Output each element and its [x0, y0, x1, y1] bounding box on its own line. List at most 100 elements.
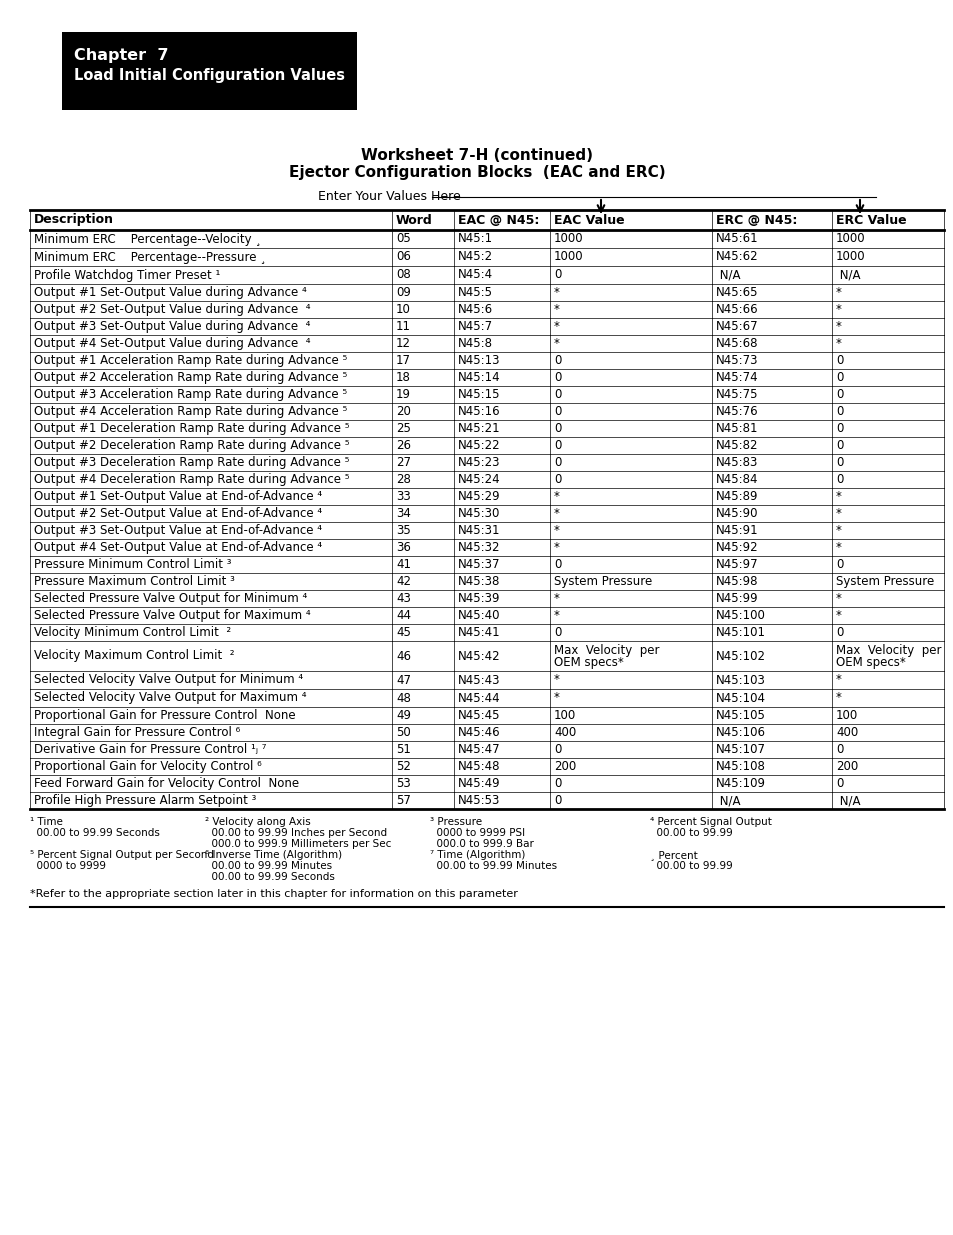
Text: N45:44: N45:44: [457, 692, 500, 704]
Text: N45:61: N45:61: [716, 232, 758, 246]
Text: 51: 51: [395, 743, 411, 756]
Text: *: *: [835, 524, 841, 537]
Text: ¹ Time: ¹ Time: [30, 818, 63, 827]
Text: ⁷ Time (Algorithm): ⁷ Time (Algorithm): [430, 850, 525, 860]
Text: 05: 05: [395, 232, 411, 246]
Text: N45:13: N45:13: [457, 354, 500, 367]
Text: N45:84: N45:84: [716, 473, 758, 487]
Text: 08: 08: [395, 268, 411, 282]
FancyBboxPatch shape: [62, 32, 356, 110]
Text: Output #3 Acceleration Ramp Rate during Advance ⁵: Output #3 Acceleration Ramp Rate during …: [34, 388, 347, 401]
Text: Output #2 Deceleration Ramp Rate during Advance ⁵: Output #2 Deceleration Ramp Rate during …: [34, 438, 349, 452]
Text: N/A: N/A: [835, 794, 860, 806]
Text: N45:6: N45:6: [457, 303, 493, 316]
Text: 1000: 1000: [554, 232, 583, 246]
Text: *: *: [835, 609, 841, 622]
Text: 000.0 to 999.9 Millimeters per Sec: 000.0 to 999.9 Millimeters per Sec: [205, 839, 391, 848]
Text: N45:49: N45:49: [457, 777, 500, 790]
Text: 00.00 to 99.99: 00.00 to 99.99: [649, 827, 732, 839]
Text: OEM specs*: OEM specs*: [835, 656, 904, 669]
Text: N45:99: N45:99: [716, 592, 758, 605]
Text: N45:48: N45:48: [457, 760, 500, 773]
Text: N45:92: N45:92: [716, 541, 758, 555]
Text: N45:7: N45:7: [457, 320, 493, 333]
Text: 09: 09: [395, 287, 411, 299]
Text: 200: 200: [554, 760, 576, 773]
Text: 0: 0: [554, 473, 560, 487]
Text: *: *: [554, 592, 559, 605]
Text: *Refer to the appropriate section later in this chapter for information on this : *Refer to the appropriate section later …: [30, 889, 517, 899]
Text: N45:67: N45:67: [716, 320, 758, 333]
Text: 49: 49: [395, 709, 411, 722]
Text: N45:81: N45:81: [716, 422, 758, 435]
Text: ERC @ N45:: ERC @ N45:: [716, 214, 797, 226]
Text: N45:68: N45:68: [716, 337, 758, 350]
Text: Profile Watchdog Timer Preset ¹: Profile Watchdog Timer Preset ¹: [34, 268, 220, 282]
Text: 00.00 to 99.99 Seconds: 00.00 to 99.99 Seconds: [205, 872, 335, 882]
Text: 0: 0: [554, 626, 560, 638]
Text: Output #4 Set-Output Value during Advance  ⁴: Output #4 Set-Output Value during Advanc…: [34, 337, 310, 350]
Text: 0: 0: [835, 456, 842, 469]
Text: N45:104: N45:104: [716, 692, 765, 704]
Text: Pressure Maximum Control Limit ³: Pressure Maximum Control Limit ³: [34, 576, 234, 588]
Text: 0: 0: [835, 558, 842, 571]
Text: Word: Word: [395, 214, 433, 226]
Text: N45:32: N45:32: [457, 541, 500, 555]
Text: Output #1 Set-Output Value at End-of-Advance ⁴: Output #1 Set-Output Value at End-of-Adv…: [34, 490, 322, 503]
Text: 0: 0: [835, 370, 842, 384]
Text: *: *: [835, 541, 841, 555]
Text: N45:24: N45:24: [457, 473, 500, 487]
Text: N45:8: N45:8: [457, 337, 493, 350]
Text: 0: 0: [835, 626, 842, 638]
Text: N45:40: N45:40: [457, 609, 500, 622]
Text: 41: 41: [395, 558, 411, 571]
Text: N45:37: N45:37: [457, 558, 500, 571]
Text: 0: 0: [554, 743, 560, 756]
Text: ⁶ Inverse Time (Algorithm): ⁶ Inverse Time (Algorithm): [205, 850, 342, 860]
Text: N45:29: N45:29: [457, 490, 500, 503]
Text: Pressure Minimum Control Limit ³: Pressure Minimum Control Limit ³: [34, 558, 232, 571]
Text: *: *: [835, 692, 841, 704]
Text: 0: 0: [835, 405, 842, 417]
Text: Output #3 Set-Output Value during Advance  ⁴: Output #3 Set-Output Value during Advanc…: [34, 320, 310, 333]
Text: 18: 18: [395, 370, 411, 384]
Text: 28: 28: [395, 473, 411, 487]
Text: 200: 200: [835, 760, 858, 773]
Text: 0000 to 9999 PSI: 0000 to 9999 PSI: [430, 827, 524, 839]
Text: Profile High Pressure Alarm Setpoint ³: Profile High Pressure Alarm Setpoint ³: [34, 794, 256, 806]
Text: N45:62: N45:62: [716, 251, 758, 263]
Text: N45:89: N45:89: [716, 490, 758, 503]
Text: 0: 0: [835, 473, 842, 487]
Text: 0: 0: [554, 354, 560, 367]
Text: *: *: [835, 592, 841, 605]
Text: 19: 19: [395, 388, 411, 401]
Text: N45:5: N45:5: [457, 287, 493, 299]
Text: EAC Value: EAC Value: [554, 214, 624, 226]
Text: Worksheet 7-H (continued): Worksheet 7-H (continued): [360, 148, 593, 163]
Text: N/A: N/A: [835, 268, 860, 282]
Text: Output #2 Set-Output Value during Advance  ⁴: Output #2 Set-Output Value during Advanc…: [34, 303, 310, 316]
Text: System Pressure: System Pressure: [835, 576, 933, 588]
Text: N45:4: N45:4: [457, 268, 493, 282]
Text: N45:65: N45:65: [716, 287, 758, 299]
Text: 0: 0: [835, 354, 842, 367]
Text: N45:16: N45:16: [457, 405, 500, 417]
Text: *: *: [554, 303, 559, 316]
Text: 0: 0: [835, 743, 842, 756]
Text: N/A: N/A: [716, 268, 740, 282]
Text: N45:83: N45:83: [716, 456, 758, 469]
Text: Selected Pressure Valve Output for Minimum ⁴: Selected Pressure Valve Output for Minim…: [34, 592, 307, 605]
Text: ⁴ Percent Signal Output: ⁴ Percent Signal Output: [649, 818, 771, 827]
Text: 45: 45: [395, 626, 411, 638]
Text: Max  Velocity  per: Max Velocity per: [835, 645, 941, 657]
Text: *: *: [835, 320, 841, 333]
Text: Integral Gain for Pressure Control ⁶: Integral Gain for Pressure Control ⁶: [34, 726, 240, 739]
Text: 12: 12: [395, 337, 411, 350]
Text: 43: 43: [395, 592, 411, 605]
Text: 400: 400: [835, 726, 858, 739]
Text: 0: 0: [554, 558, 560, 571]
Text: N45:23: N45:23: [457, 456, 500, 469]
Text: 33: 33: [395, 490, 411, 503]
Text: *: *: [554, 692, 559, 704]
Text: N45:30: N45:30: [457, 508, 500, 520]
